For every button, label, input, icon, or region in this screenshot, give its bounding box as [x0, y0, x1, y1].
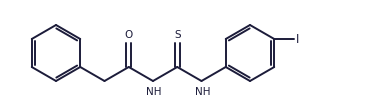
Text: NH: NH — [195, 87, 210, 97]
Text: NH: NH — [146, 87, 162, 97]
Text: I: I — [296, 33, 299, 45]
Text: S: S — [174, 30, 180, 40]
Text: O: O — [124, 30, 133, 40]
